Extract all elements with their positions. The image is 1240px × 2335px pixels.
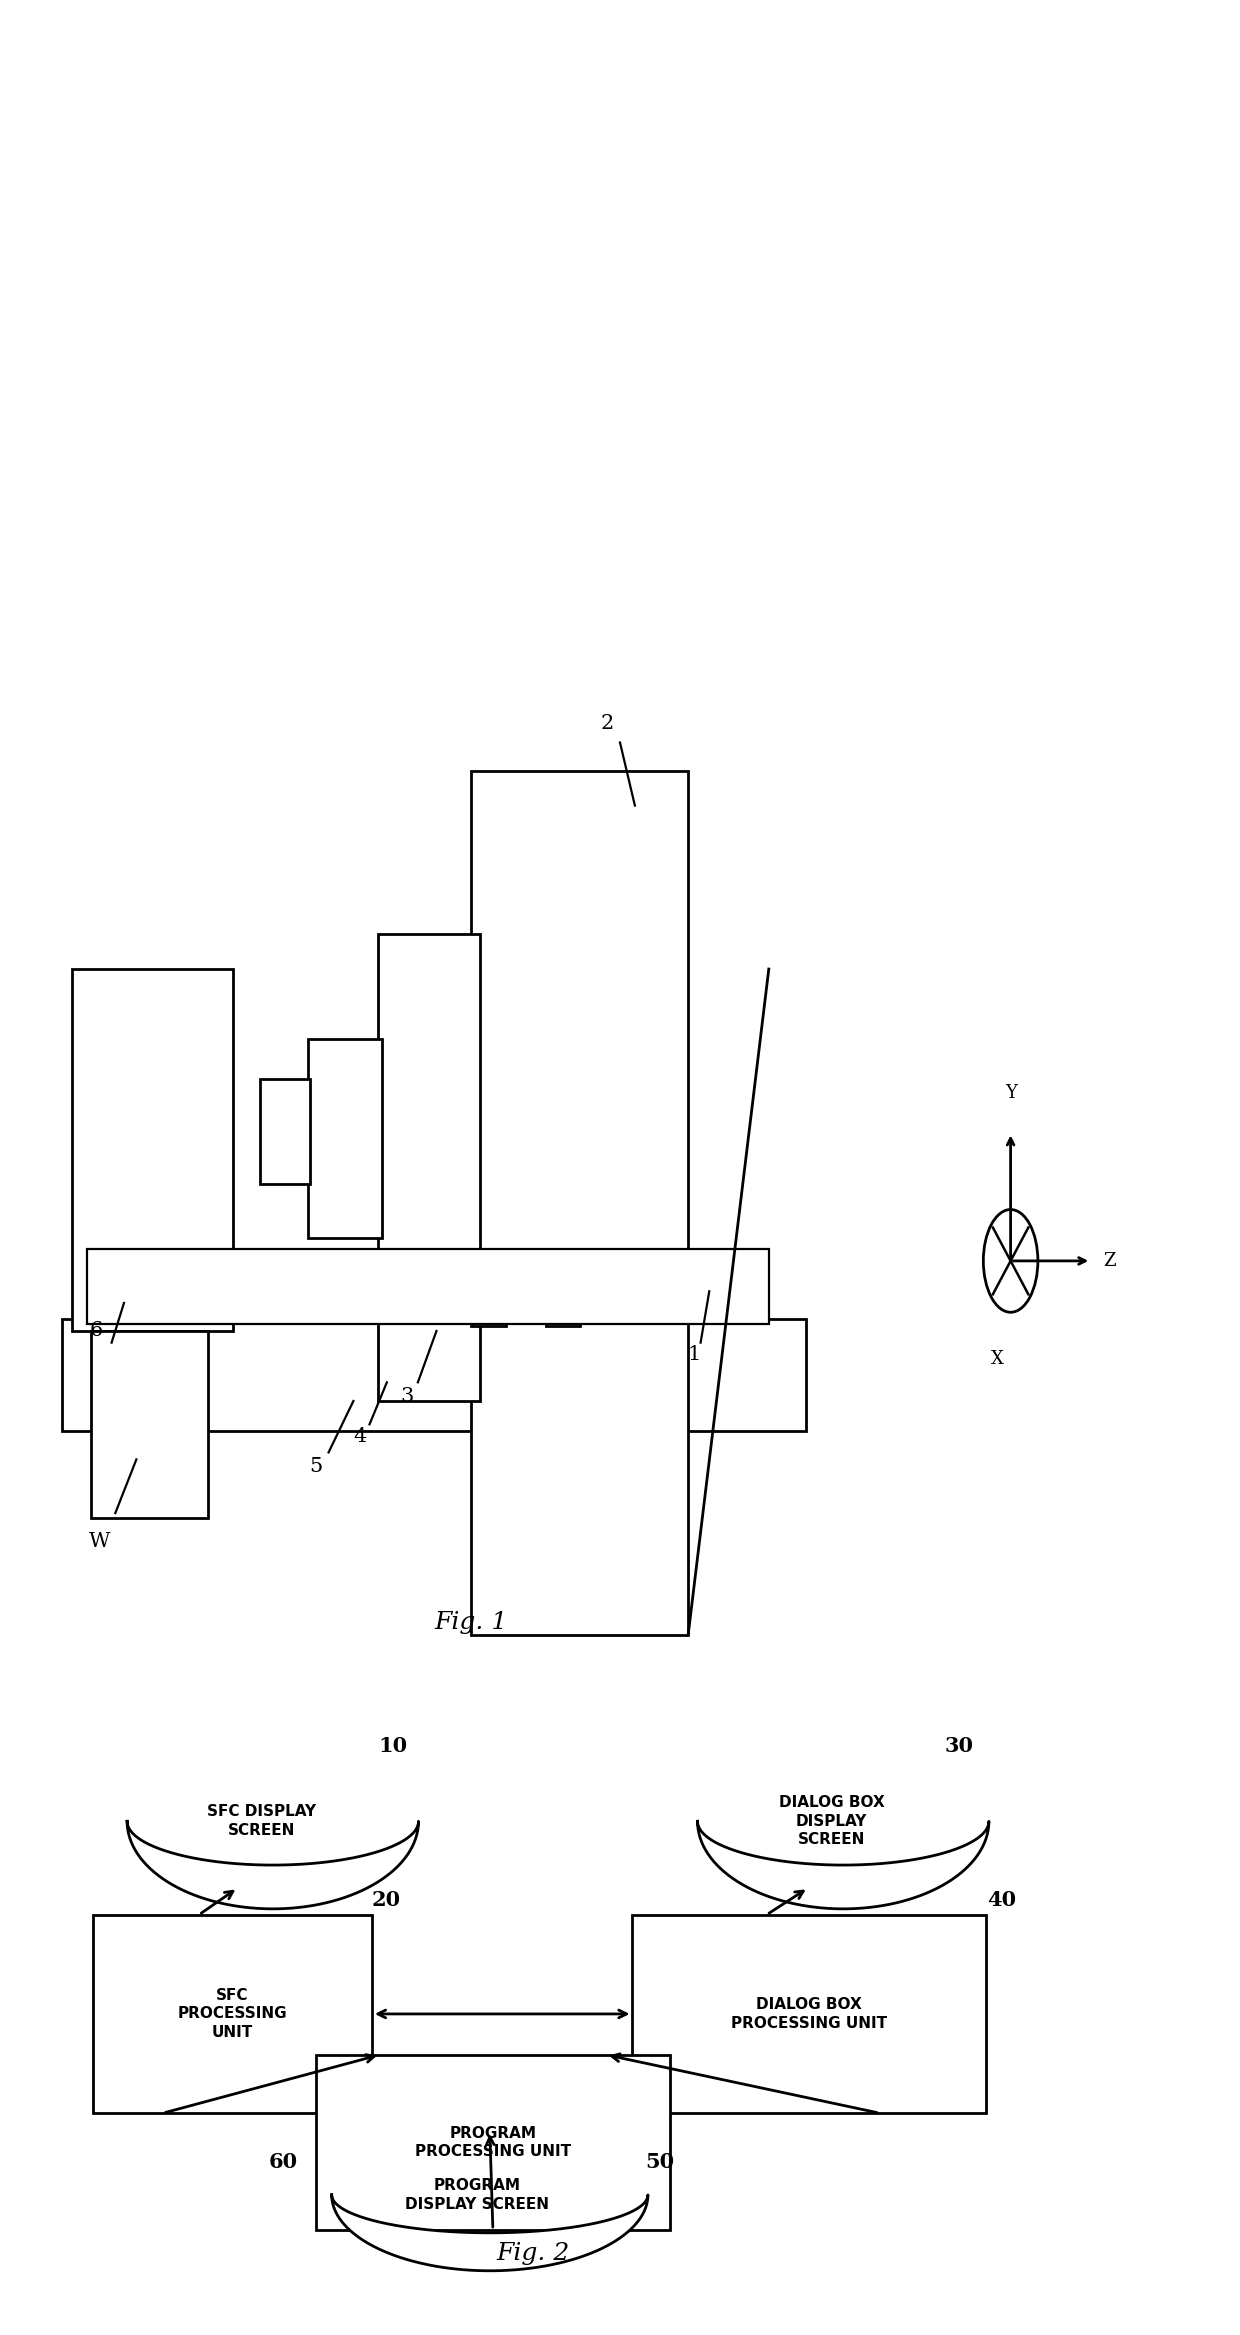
FancyBboxPatch shape xyxy=(260,1079,310,1184)
Text: PROGRAM
PROCESSING UNIT: PROGRAM PROCESSING UNIT xyxy=(415,2125,570,2160)
Text: 30: 30 xyxy=(945,1735,973,1756)
FancyBboxPatch shape xyxy=(91,1331,208,1518)
FancyBboxPatch shape xyxy=(62,1319,806,1431)
Text: Fig. 1: Fig. 1 xyxy=(434,1611,508,1634)
Text: 4: 4 xyxy=(353,1427,366,1445)
Polygon shape xyxy=(332,2195,647,2270)
Text: SFC DISPLAY
SCREEN: SFC DISPLAY SCREEN xyxy=(207,1805,316,1838)
Text: 10: 10 xyxy=(378,1735,407,1756)
Text: 20: 20 xyxy=(372,1889,401,1910)
FancyBboxPatch shape xyxy=(471,771,688,1634)
Text: DIALOG BOX
DISPLAY
SCREEN: DIALOG BOX DISPLAY SCREEN xyxy=(779,1796,884,1847)
Text: 1: 1 xyxy=(688,1345,701,1364)
Text: PROGRAM
DISPLAY SCREEN: PROGRAM DISPLAY SCREEN xyxy=(405,2179,549,2211)
Text: 40: 40 xyxy=(987,1889,1016,1910)
Text: SFC
PROCESSING
UNIT: SFC PROCESSING UNIT xyxy=(177,1987,288,2041)
Text: DIALOG BOX
PROCESSING UNIT: DIALOG BOX PROCESSING UNIT xyxy=(732,1996,887,2031)
FancyBboxPatch shape xyxy=(93,1915,372,2113)
FancyBboxPatch shape xyxy=(471,1280,506,1326)
Text: Fig. 2: Fig. 2 xyxy=(496,2242,570,2265)
Text: 5: 5 xyxy=(310,1457,322,1476)
Text: Z: Z xyxy=(1104,1252,1116,1270)
Text: 50: 50 xyxy=(645,2151,673,2172)
Polygon shape xyxy=(128,1821,419,1908)
FancyBboxPatch shape xyxy=(378,934,480,1401)
FancyBboxPatch shape xyxy=(546,1280,580,1326)
Text: 6: 6 xyxy=(91,1322,103,1340)
FancyBboxPatch shape xyxy=(87,1249,769,1324)
Text: Y: Y xyxy=(1004,1083,1017,1102)
Text: 3: 3 xyxy=(401,1387,413,1406)
FancyBboxPatch shape xyxy=(316,2055,670,2230)
Text: X: X xyxy=(991,1350,1003,1368)
FancyBboxPatch shape xyxy=(632,1915,986,2113)
FancyBboxPatch shape xyxy=(72,969,233,1331)
Text: W: W xyxy=(88,1532,110,1550)
FancyBboxPatch shape xyxy=(308,1039,382,1238)
Text: 2: 2 xyxy=(601,715,614,733)
Polygon shape xyxy=(697,1821,990,1908)
Text: 60: 60 xyxy=(269,2151,298,2172)
